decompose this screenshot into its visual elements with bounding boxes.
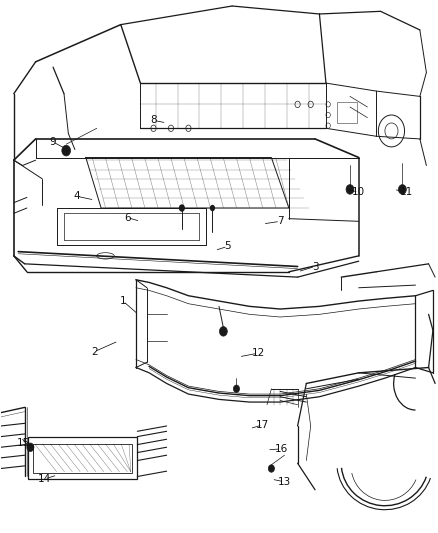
- Text: 8: 8: [150, 115, 157, 125]
- Text: 5: 5: [224, 241, 231, 251]
- Circle shape: [268, 465, 275, 472]
- Text: 7: 7: [277, 216, 283, 227]
- Text: 1: 1: [120, 296, 126, 306]
- Text: 4: 4: [74, 191, 81, 201]
- Circle shape: [399, 184, 406, 194]
- Text: 11: 11: [400, 187, 413, 197]
- Text: 3: 3: [312, 262, 318, 271]
- Text: 2: 2: [91, 346, 98, 357]
- Text: 14: 14: [38, 474, 51, 484]
- Circle shape: [233, 385, 240, 392]
- Bar: [337, 102, 357, 123]
- Text: 10: 10: [352, 187, 365, 197]
- Text: 9: 9: [49, 136, 56, 147]
- Circle shape: [179, 204, 185, 212]
- Circle shape: [27, 443, 34, 451]
- Text: 6: 6: [124, 213, 131, 223]
- Text: 16: 16: [275, 444, 288, 454]
- Circle shape: [346, 184, 354, 194]
- Bar: [33, 443, 132, 473]
- Text: 12: 12: [252, 348, 265, 358]
- Bar: [28, 437, 138, 479]
- Circle shape: [219, 327, 227, 336]
- Text: 15: 15: [17, 438, 30, 448]
- Text: 13: 13: [278, 477, 291, 487]
- Text: 17: 17: [256, 420, 269, 430]
- Circle shape: [62, 146, 71, 156]
- Circle shape: [210, 205, 215, 211]
